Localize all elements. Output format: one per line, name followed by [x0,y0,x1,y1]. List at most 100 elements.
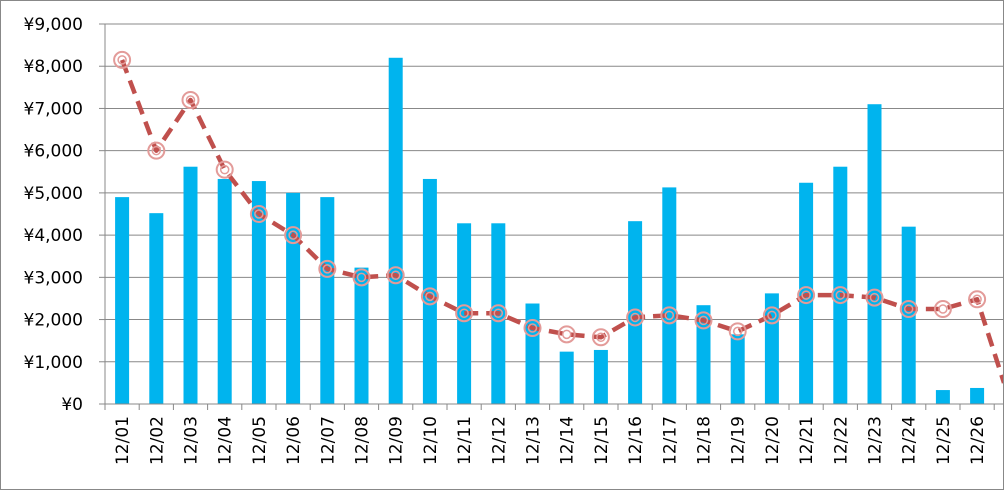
line-marker-inner [356,272,367,283]
x-tick-label: 12/12 [489,416,509,465]
line-marker [352,268,371,287]
bar [320,197,335,404]
x-tick-label: 12/25 [934,416,954,465]
x-tick-label: 12/03 [182,416,202,465]
line-marker-inner [561,329,572,340]
line-marker-inner [254,209,264,219]
line-marker [284,226,303,245]
line-marker-inner [903,304,914,314]
line-marker [865,288,884,307]
line-marker-inner [732,326,743,337]
x-tick-label: 12/17 [660,416,680,465]
y-tick-label: ¥0 [61,395,83,415]
x-tick-label: 12/14 [558,416,578,465]
line-marker [933,300,952,318]
line-marker [489,304,508,323]
x-tick-label: 12/20 [763,416,783,465]
x-tick-label: 12/23 [866,416,886,465]
bar [149,213,164,404]
bar [183,166,198,404]
line-marker-inner [698,315,709,326]
y-tick-label: ¥2,000 [24,311,83,331]
x-tick-label: 12/09 [387,416,407,465]
line-marker [113,50,132,69]
line-marker-inner [459,308,469,318]
x-tick-label: 12/26 [968,416,988,465]
line-marker-inner [185,95,196,105]
line-marker [831,286,850,305]
line-marker [318,259,337,278]
trend-line [119,59,1004,384]
x-axis-tick-labels: 12/01 12/02 12/03 12/04 12/05 12/06 12/07 12/08… [113,416,988,465]
bar [593,349,608,404]
line-marker [455,304,474,323]
y-axis-tick-labels: ¥0 ¥1,000 ¥2,000 ¥3,000 ¥4,000 ¥5,000 ¥6,000 ¥7… [24,15,83,415]
line-marker-inner [425,291,435,302]
line-marker [626,308,645,327]
bar [354,267,369,404]
bar [662,187,677,404]
bar [217,178,232,404]
line-marker [420,287,439,306]
x-tick-label: 12/13 [524,416,544,465]
line-marker [968,290,987,309]
line-marker-inner [322,264,333,274]
x-tick-label: 12/07 [318,416,338,465]
bar [730,334,745,404]
line-marker [797,286,816,305]
bar [251,181,266,404]
x-tick-label: 12/04 [216,416,236,465]
y-tick-label: ¥1,000 [24,353,83,373]
line-marker [728,322,747,341]
line-marker [762,306,781,325]
y-tick-label: ¥7,000 [24,99,83,119]
y-tick-label: ¥3,000 [24,268,83,288]
y-tick-label: ¥5,000 [24,184,83,204]
x-tick-label: 12/15 [592,416,612,465]
bar [833,166,848,404]
x-tick-label: 12/21 [797,416,817,465]
line-marker [660,306,679,325]
line-marker-inner [527,323,538,333]
line-marker-inner [219,164,230,175]
bar [525,303,540,404]
x-tick-label: 12/24 [900,416,920,465]
line-marker-inner [390,270,401,280]
line-marker-inner [151,145,162,156]
x-tick-label: 12/18 [695,416,715,465]
x-tick-label: 12/06 [284,416,304,465]
x-tick-label: 12/11 [455,416,475,465]
line-marker [557,325,576,344]
line-marker-inner [835,290,846,300]
line-marker [694,311,713,330]
bar [388,57,403,405]
line-marker-inner [938,304,948,314]
line-marker-inner [972,294,982,305]
bar [457,223,472,404]
line-marker [523,319,542,337]
x-tick-label: 12/05 [250,416,270,465]
line-marker-inner [664,310,675,321]
line-marker [591,328,610,347]
axes [104,24,1004,410]
y-tick-label: ¥8,000 [24,57,83,77]
bar [696,305,711,404]
x-tick-label: 12/10 [421,416,441,465]
y-tick-label: ¥9,000 [24,15,83,35]
x-tick-label: 12/16 [626,416,646,465]
line-marker [249,205,268,223]
bar-series [115,57,985,405]
bar [764,293,779,404]
bar [867,104,882,404]
line-marker-inner [767,310,777,321]
y-tick-label: ¥6,000 [24,142,83,162]
line-marker-inner [801,290,811,300]
x-tick-label: 12/08 [353,416,373,465]
line-marker-inner [869,292,880,303]
x-tick-label: 12/19 [729,416,749,465]
bar [115,197,130,404]
x-tick-label: 12/22 [831,416,851,465]
line-series [113,50,1004,384]
